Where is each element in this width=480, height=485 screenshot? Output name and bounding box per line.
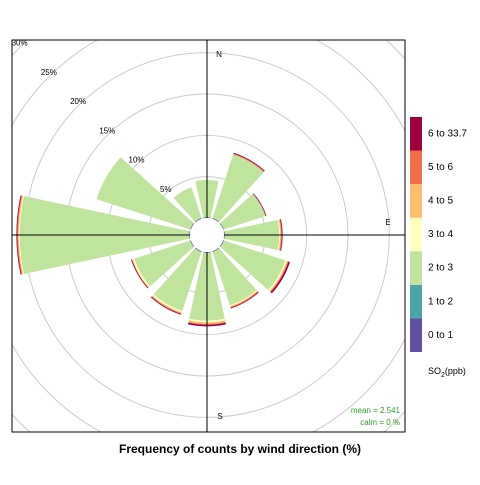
center-hole (190, 218, 224, 252)
legend-label: 3 to 4 (428, 229, 453, 240)
legend-swatch (410, 251, 422, 285)
direction-label: S (217, 412, 222, 421)
r-tick-label: 10% (129, 156, 145, 165)
legend-swatch (410, 318, 422, 352)
r-tick-label: 15% (99, 126, 115, 135)
r-tick-label: 20% (70, 97, 86, 106)
legend-swatch (410, 285, 422, 319)
r-tick-label: 25% (41, 68, 57, 77)
legend-label: 2 to 3 (428, 263, 453, 274)
direction-label: E (385, 218, 390, 227)
chart-title: Frequency of counts by wind direction (%… (119, 442, 361, 456)
stat-mean: mean = 2.541 (351, 406, 401, 415)
legend-label: 6 to 33.7 (428, 128, 467, 139)
legend-label: 1 to 2 (428, 296, 453, 307)
panel: 5%10%15%20%25%30% (0, 0, 472, 480)
legend-swatch (410, 117, 422, 151)
legend-swatch (410, 218, 422, 252)
r-tick-label: 5% (160, 185, 172, 194)
legend-label: 0 to 1 (428, 330, 453, 341)
legend-swatch (410, 184, 422, 218)
direction-label: N (216, 50, 222, 59)
legend-swatch (410, 151, 422, 185)
legend-label: 4 to 5 (428, 196, 453, 207)
legend-title: SO2(ppb) (428, 366, 466, 378)
stat-calm: calm = 0 % (360, 418, 400, 427)
legend-label: 5 to 6 (428, 162, 453, 173)
